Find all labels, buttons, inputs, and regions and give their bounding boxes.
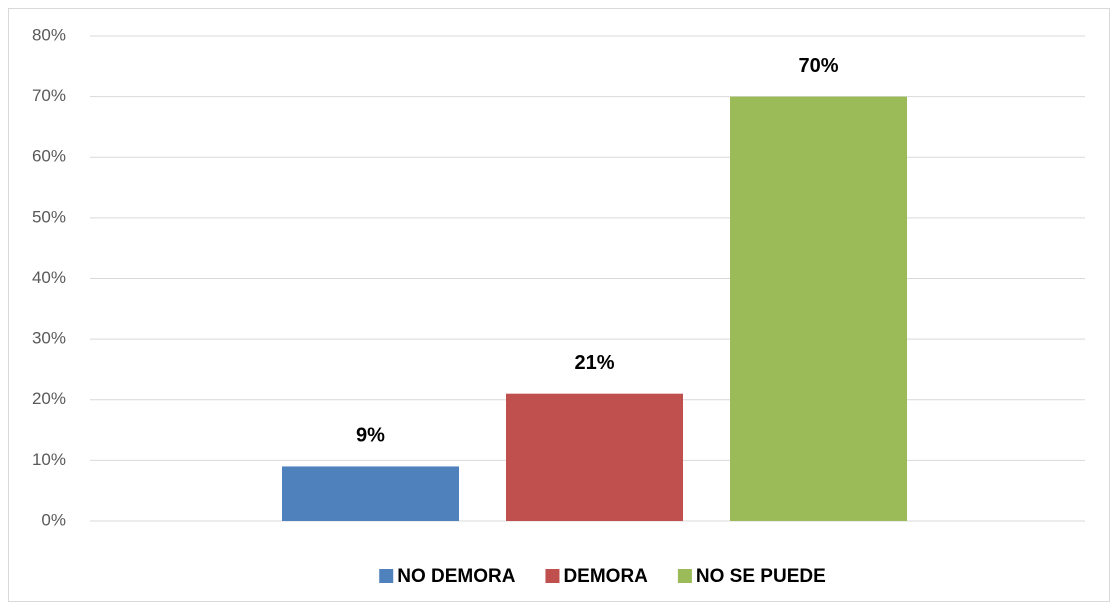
legend-swatch <box>545 569 560 583</box>
y-tick-label: 60% <box>32 147 66 166</box>
data-label: 70% <box>798 55 838 77</box>
legend-label: NO DEMORA <box>397 566 516 587</box>
data-label: 21% <box>574 352 614 374</box>
y-tick-label: 30% <box>32 329 66 348</box>
legend-label: NO SE PUEDE <box>696 566 826 587</box>
bar <box>282 466 459 521</box>
y-tick-label: 10% <box>32 450 66 469</box>
y-tick-label: 20% <box>32 389 66 408</box>
legend-label: DEMORA <box>563 566 648 587</box>
y-tick-label: 50% <box>32 207 66 226</box>
y-tick-label: 40% <box>32 268 66 287</box>
legend-swatch <box>379 569 394 583</box>
data-label: 9% <box>356 425 385 447</box>
bar <box>506 393 683 521</box>
y-tick-label: 70% <box>32 86 66 105</box>
legend-swatch <box>677 569 692 583</box>
y-tick-label: 80% <box>32 25 66 44</box>
bar <box>730 96 907 521</box>
y-tick-label: 0% <box>41 510 66 529</box>
